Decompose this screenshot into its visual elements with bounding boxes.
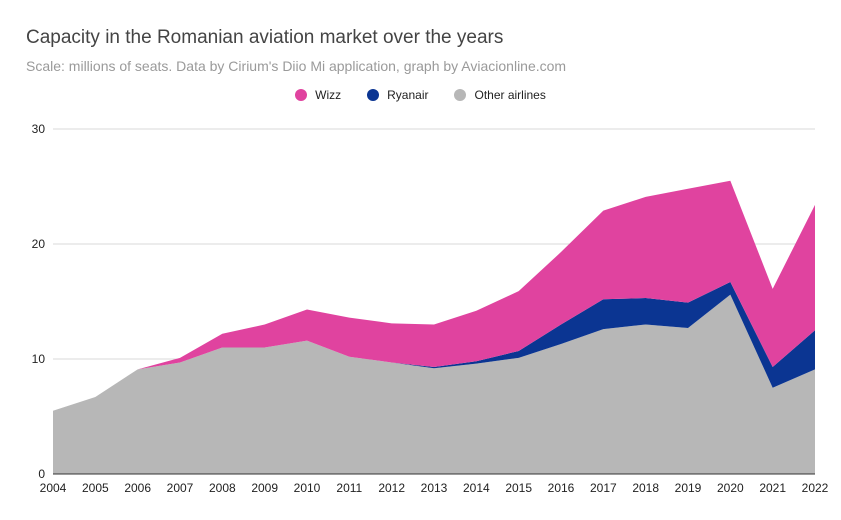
- area-series-wizz: [53, 180, 815, 411]
- x-tick-label-2006: 2006: [124, 481, 151, 495]
- legend-label-wizz: Wizz: [315, 88, 342, 102]
- legend-label-ryanair: Ryanair: [387, 88, 429, 102]
- y-tick-label-0: 0: [38, 467, 45, 481]
- legend-item-ryanair[interactable]: Ryanair: [367, 88, 428, 102]
- legend-swatch-wizz: [295, 89, 308, 101]
- x-tick-label-2009: 2009: [251, 481, 278, 495]
- x-tick-label-2018: 2018: [632, 481, 659, 495]
- y-tick-label-20: 20: [32, 237, 46, 251]
- x-tick-label-2010: 2010: [294, 481, 321, 495]
- x-tick-label-2021: 2021: [759, 481, 786, 495]
- x-tick-label-2019: 2019: [675, 481, 702, 495]
- x-tick-label-2015: 2015: [505, 481, 532, 495]
- x-tick-label-2013: 2013: [421, 481, 448, 495]
- area-series-ryanair: [53, 281, 815, 411]
- x-tick-label-2007: 2007: [167, 481, 194, 495]
- chart-subtitle: Scale: millions of seats. Data by Cirium…: [26, 58, 567, 74]
- chart-legend: Wizz Ryanair Other airlines: [0, 88, 841, 102]
- x-tick-label-2014: 2014: [463, 481, 490, 495]
- x-tick-label-2005: 2005: [82, 481, 109, 495]
- y-tick-label-10: 10: [32, 352, 46, 366]
- x-tick-label-2011: 2011: [336, 481, 362, 495]
- legend-item-wizz[interactable]: Wizz: [295, 88, 341, 102]
- legend-label-other-airlines: Other airlines: [474, 88, 546, 102]
- x-tick-label-2022: 2022: [802, 481, 829, 495]
- x-tick-label-2017: 2017: [590, 481, 617, 495]
- x-tick-label-2020: 2020: [717, 481, 744, 495]
- x-tick-label-2008: 2008: [209, 481, 236, 495]
- legend-item-other-airlines[interactable]: Other airlines: [454, 88, 546, 102]
- legend-swatch-ryanair: [367, 89, 380, 101]
- legend-swatch-other-airlines: [454, 89, 467, 101]
- x-tick-label-2012: 2012: [378, 481, 405, 495]
- x-tick-label-2004: 2004: [40, 481, 67, 495]
- chart-title: Capacity in the Romanian aviation market…: [26, 27, 504, 48]
- x-tick-label-2016: 2016: [548, 481, 575, 495]
- y-tick-label-30: 30: [32, 122, 46, 136]
- area-series-other-airlines: [53, 294, 815, 474]
